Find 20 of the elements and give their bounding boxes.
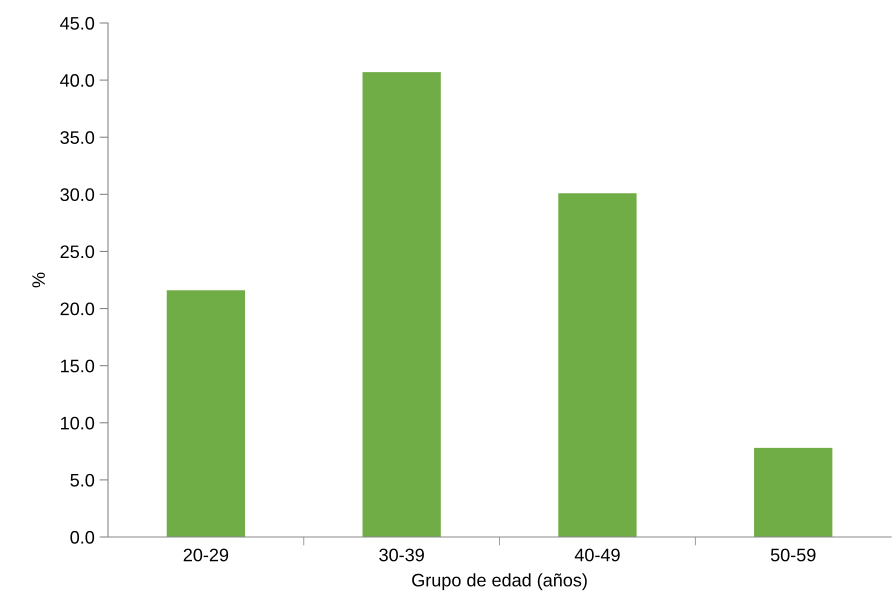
- bar: [362, 72, 441, 537]
- y-tick-label: 10.0: [61, 416, 94, 430]
- x-tick-label: 50-59: [770, 548, 816, 562]
- y-tick-label: 30.0: [60, 188, 94, 202]
- y-tick-label: 35.0: [60, 131, 94, 144]
- bar: [754, 448, 832, 537]
- y-tick-label: 20.0: [60, 302, 94, 316]
- y-tick-label: 0.0: [70, 530, 94, 544]
- y-tick-label: 5.0: [70, 474, 94, 487]
- x-tick-label: 40-49: [574, 548, 620, 562]
- y-axis-title: %: [32, 272, 45, 288]
- bar: [166, 290, 246, 537]
- y-tick-label: 25.0: [60, 245, 94, 258]
- x-tick-label: 30-39: [379, 548, 424, 562]
- y-tick-label: 40.0: [60, 74, 94, 87]
- bar: [558, 193, 637, 537]
- y-tick-label: 15.0: [61, 360, 94, 372]
- y-tick-label: 45.0: [60, 16, 94, 30]
- x-axis-title: Grupo de edad (años): [412, 573, 587, 590]
- x-tick-label: 20-29: [184, 548, 228, 562]
